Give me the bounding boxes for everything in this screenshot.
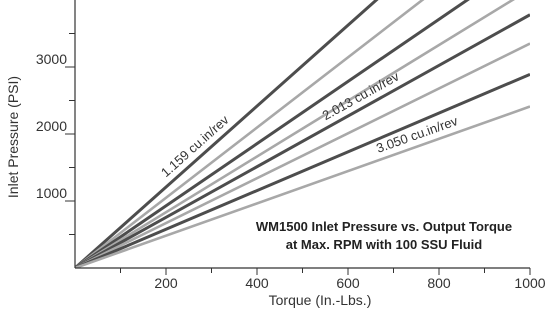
- x-axis-title: Torque (In.-Lbs.): [269, 292, 372, 308]
- series-line-7: [75, 72, 530, 268]
- series-lines: [75, 0, 530, 268]
- series-line-1: [75, 0, 379, 268]
- series-line-8: [75, 105, 530, 268]
- series-line-4: [75, 0, 515, 268]
- series-label-5: 2.013 cu.in/rev: [320, 68, 402, 123]
- y-tick-label: 1000: [36, 185, 67, 201]
- axes: [65, 0, 531, 275]
- y-tick-label: 3000: [36, 51, 67, 67]
- x-tick-label: 200: [154, 275, 178, 291]
- series-line-6: [75, 42, 530, 268]
- x-tick-label: 600: [336, 275, 360, 291]
- y-axis-title: Inlet Pressure (PSI): [5, 76, 21, 198]
- chart-note-line2: at Max. RPM with 100 SSU Fluid: [286, 237, 483, 252]
- chart-note-line1: WM1500 Inlet Pressure vs. Output Torque: [256, 219, 512, 234]
- x-tick-label: 1000: [514, 275, 545, 291]
- y-tick-label: 2000: [36, 118, 67, 134]
- series-line-5: [75, 13, 530, 268]
- tick-labels: 200 400 600 800 1000 1000 2000 3000: [36, 51, 546, 291]
- series-line-3: [75, 0, 470, 268]
- x-tick-label: 400: [245, 275, 269, 291]
- x-tick-label: 800: [427, 275, 451, 291]
- series-line-2: [75, 0, 425, 268]
